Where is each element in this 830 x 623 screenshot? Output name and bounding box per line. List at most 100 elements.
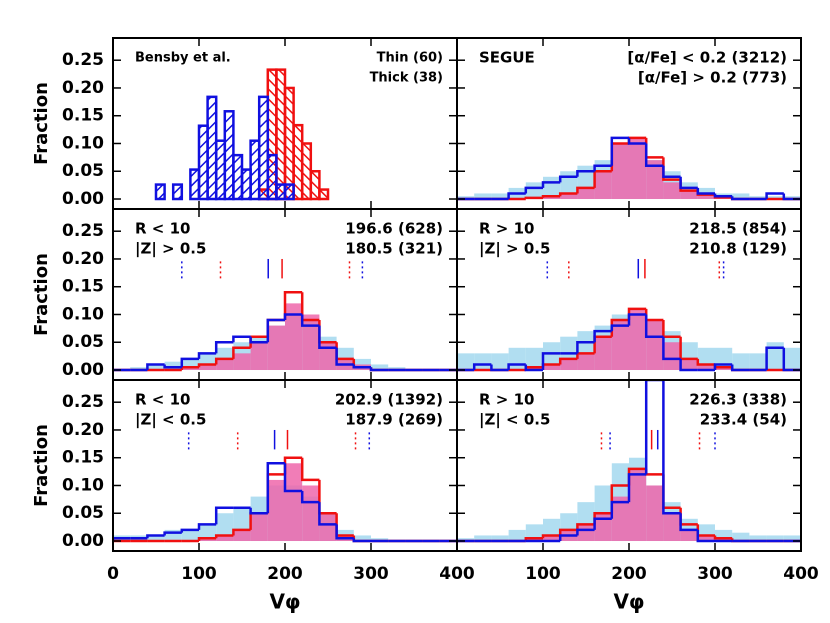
histogram-step — [558, 534, 578, 542]
histogram-step — [266, 462, 285, 514]
histogram-bar — [302, 314, 320, 371]
histogram-bar — [147, 364, 165, 371]
histogram-bar — [164, 529, 182, 542]
histogram-step — [507, 363, 526, 371]
hatched-bar — [154, 183, 166, 201]
histogram-bar — [749, 535, 767, 542]
histogram-bar — [680, 358, 698, 371]
histogram-step — [679, 358, 698, 372]
histogram-step — [593, 517, 612, 530]
histogram-bar — [629, 308, 647, 371]
histogram-bar — [302, 485, 320, 542]
histogram-step — [558, 192, 578, 197]
histogram-step — [214, 357, 234, 365]
hatched-bar — [292, 123, 304, 201]
histogram-bar — [560, 358, 578, 371]
x-tick-label: 200 — [611, 564, 647, 584]
y-tick-label: 0.05 — [62, 161, 104, 181]
histogram-step — [214, 340, 234, 354]
legend-label: [α/Fe] < 0.2 (3212) — [627, 49, 787, 67]
histogram-step — [696, 187, 715, 195]
histogram-step — [318, 479, 337, 515]
panel — [457, 136, 801, 201]
histogram-bar — [646, 485, 664, 542]
histogram-step — [541, 534, 561, 539]
histogram-bar — [250, 342, 268, 371]
hatched-bar — [275, 68, 287, 201]
hatched-bar — [206, 95, 218, 201]
hatched-bar — [223, 110, 235, 201]
legend-label: Thick (38) — [370, 71, 443, 86]
y-tick-label: 0.00 — [62, 360, 104, 380]
hatched-bar — [197, 124, 209, 201]
histogram-step — [644, 314, 664, 338]
histogram-bar — [491, 353, 509, 371]
histogram-bar — [680, 529, 698, 542]
histogram-bar — [319, 513, 337, 542]
hatched-bar — [171, 183, 184, 201]
x-tick-label: 300 — [697, 564, 733, 584]
histogram-bar — [371, 538, 389, 542]
x-tick-label: 300 — [353, 564, 389, 584]
histogram-bar — [663, 342, 681, 371]
legend-label: 226.3 (338) — [689, 391, 787, 409]
histogram-bar — [543, 196, 561, 200]
histogram-step — [576, 186, 595, 194]
histogram-bar — [250, 513, 268, 542]
histogram-bar — [457, 196, 475, 200]
histogram-step — [627, 137, 647, 145]
histogram-bar — [543, 535, 561, 542]
panel — [154, 68, 330, 201]
histogram-step — [610, 500, 629, 519]
histogram-step — [300, 491, 320, 504]
histogram-step — [627, 473, 647, 503]
histogram-step — [558, 528, 578, 536]
panel-label: R > 10 — [479, 391, 534, 409]
histogram-bar — [508, 529, 526, 542]
histogram-step — [180, 528, 199, 533]
y-tick-label: 0.15 — [62, 277, 104, 297]
histogram-bar — [525, 347, 543, 371]
legend-label: 233.4 (54) — [700, 411, 787, 429]
histogram-bar — [491, 535, 509, 542]
y-tick-label: 0.10 — [62, 304, 104, 324]
histogram-step — [180, 357, 199, 368]
histogram-bar — [474, 535, 492, 542]
y-tick-label: 0.25 — [62, 50, 104, 70]
y-tick-label: 0.10 — [62, 475, 104, 495]
histogram-step — [593, 329, 612, 343]
histogram-bar — [663, 513, 681, 542]
legend-label: 218.5 (854) — [689, 220, 787, 238]
histogram-bar — [594, 336, 612, 371]
histogram-step — [266, 318, 285, 343]
histogram-step — [644, 468, 664, 476]
histogram-step — [490, 364, 509, 372]
panel — [113, 456, 457, 543]
x-axis-label: Vφ — [269, 590, 300, 614]
histogram-step — [765, 346, 784, 371]
histogram-step — [524, 186, 543, 194]
histogram-bar — [233, 353, 251, 371]
histogram-step — [352, 538, 371, 543]
hatched-bar — [309, 169, 321, 201]
histogram-step — [369, 367, 389, 372]
histogram-bar — [199, 524, 217, 542]
histogram-bar — [715, 529, 733, 542]
histogram-step — [696, 529, 715, 543]
histogram-step — [335, 347, 354, 366]
y-axis-label: Fraction — [31, 424, 52, 507]
panel — [457, 307, 801, 372]
histogram-step — [214, 506, 234, 525]
legend-label: 202.9 (1392) — [335, 391, 443, 409]
histogram-bar — [697, 535, 715, 542]
histogram-step — [335, 524, 354, 540]
histogram-bar — [164, 361, 182, 371]
histogram-bar — [783, 535, 801, 542]
y-axis-label: Fraction — [31, 253, 52, 336]
histogram-bar — [594, 513, 612, 542]
histogram-bar — [353, 358, 371, 371]
hatched-bar — [266, 153, 278, 201]
histogram-step — [283, 291, 303, 321]
histogram-step — [662, 165, 681, 179]
histogram-step — [163, 364, 182, 369]
